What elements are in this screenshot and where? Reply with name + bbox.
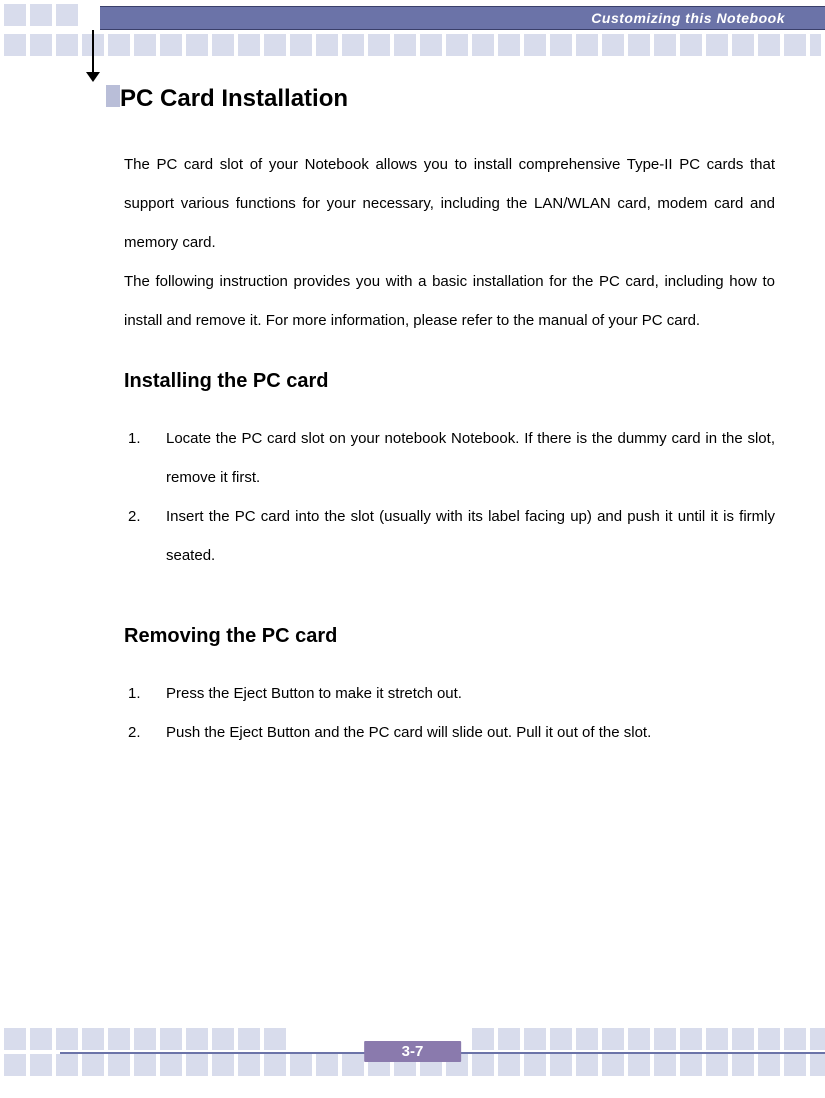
decor-top-left-squares: [4, 4, 78, 26]
decor-top-row: [0, 30, 825, 58]
header-title: Customizing this Notebook: [591, 10, 785, 26]
decor-vertical-line: [92, 30, 94, 75]
install-steps: Locate the PC card slot on your notebook…: [124, 419, 775, 575]
intro-paragraph: The PC card slot of your Notebook allows…: [124, 145, 775, 340]
decor-square: [56, 4, 78, 26]
install-heading: Installing the PC card: [124, 370, 775, 393]
remove-steps: Press the Eject Button to make it stretc…: [124, 674, 775, 752]
list-item: Locate the PC card slot on your notebook…: [124, 419, 775, 497]
header-bar: Customizing this Notebook: [100, 6, 825, 30]
remove-heading: Removing the PC card: [124, 625, 775, 648]
list-item: Insert the PC card into the slot (usuall…: [124, 497, 775, 575]
decor-square: [4, 4, 26, 26]
intro-text: The PC card slot of your Notebook allows…: [124, 156, 775, 329]
section-bullet-icon: [106, 85, 120, 107]
page-number: 3-7: [364, 1041, 462, 1062]
decor-row: [4, 34, 821, 56]
content-area: PC Card Installation The PC card slot of…: [124, 85, 775, 752]
page-title: PC Card Installation: [120, 85, 775, 113]
list-item: Press the Eject Button to make it stretc…: [124, 674, 775, 713]
decor-square: [30, 4, 52, 26]
list-item: Push the Eject Button and the PC card wi…: [124, 713, 775, 752]
arrow-down-icon: [86, 72, 100, 82]
